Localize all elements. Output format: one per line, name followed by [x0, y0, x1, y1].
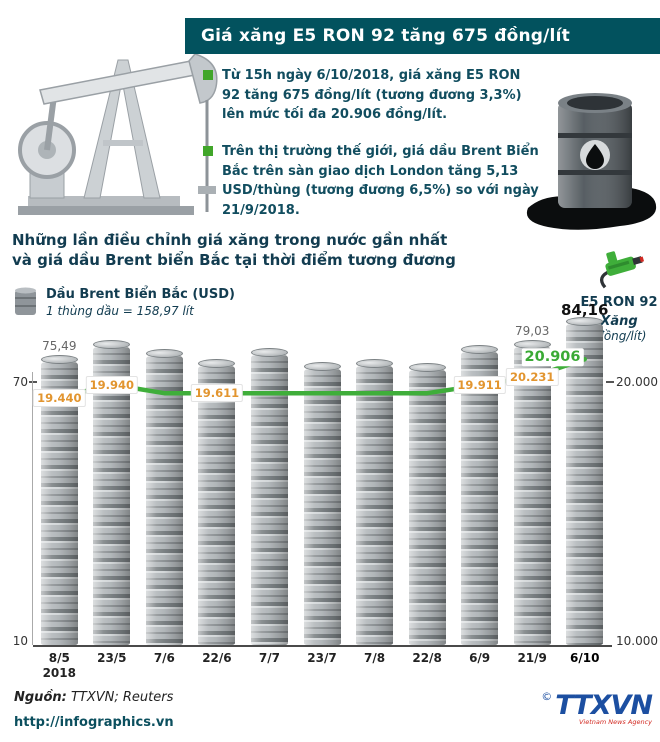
legend-petrol-label: E5 RON 92	[580, 295, 658, 310]
x-axis-label: 23/7	[307, 651, 337, 665]
brent-bar	[145, 349, 183, 645]
right-axis-tick-top: 20.000	[616, 375, 658, 389]
title-bar: Giá xăng E5 RON 92 tăng 675 đồng/lít	[185, 18, 660, 54]
y-axis-line	[32, 372, 33, 645]
right-axis-tick-bottom: 10.000	[616, 634, 658, 648]
x-axis-label: 6/10	[570, 651, 600, 665]
plot-area: 75,49 8/5 2018 23/5 7/6 22/6 7/7 23/7 7/8 22/8 6/9…	[33, 300, 611, 680]
page-title: Giá xăng E5 RON 92 tăng 675 đồng/lít	[201, 26, 570, 46]
x-axis-label: 22/6	[202, 651, 232, 665]
brent-bar	[408, 363, 446, 645]
chart-subtitle: Những lần điều chỉnh giá xăng trong nước…	[12, 230, 557, 271]
legend-oil-note: 1 thùng dầu = 158,97 lít	[46, 304, 194, 318]
bullet-square-icon	[203, 70, 213, 80]
x-axis-label: 6/9	[469, 651, 491, 665]
source-value: TTXVN; Reuters	[66, 690, 174, 705]
petrol-price-label: 20.906	[521, 348, 584, 367]
brent-bar	[93, 339, 131, 645]
bar-value-label: 75,49	[42, 339, 77, 354]
bar-value-label: 84,16	[560, 301, 609, 320]
bullet-text-1: Từ 15h ngày 6/10/2018, giá xăng E5 RON 9…	[222, 68, 522, 122]
x-axis-label: 7/7	[258, 651, 280, 665]
source-note: Nguồn: TTXVN; Reuters	[14, 690, 173, 705]
x-axis-label: 7/6	[153, 651, 175, 665]
brent-bar	[461, 344, 499, 645]
brent-bar	[40, 355, 78, 645]
oil-barrel-illustration	[526, 93, 657, 230]
legend-petrol-note1: Xăng	[600, 314, 638, 329]
copyright-symbol: ©	[541, 690, 553, 703]
bullet-item-1: Từ 15h ngày 6/10/2018, giá xăng E5 RON 9…	[203, 66, 543, 125]
x-axis-label: 8/5 2018	[42, 651, 76, 680]
logo-text: TTXVN	[555, 690, 653, 721]
right-axis-tick-mark	[606, 381, 614, 383]
website-link[interactable]: http://infographics.vn	[14, 715, 174, 730]
x-axis-label: 22/8	[412, 651, 442, 665]
petrol-price-label: 19.940	[85, 375, 139, 394]
legend-oil: Dầu Brent Biển Bắc (USD) 1 thùng dầu = 1…	[14, 287, 235, 318]
legend-oil-label: Dầu Brent Biển Bắc (USD)	[46, 287, 235, 302]
petrol-price-label: 19.911	[453, 376, 506, 395]
ttxvn-logo: © TTXVN Vietnam News Agency	[541, 690, 653, 726]
brent-bar	[513, 339, 551, 645]
left-axis-tick-top: 70	[12, 375, 28, 389]
brent-bar	[303, 361, 341, 645]
fuel-nozzle-icon	[599, 251, 645, 289]
petrol-price-label: 19.611	[190, 384, 244, 403]
bullet-text-2: Trên thị trường thế giới, giá dầu Brent …	[222, 144, 539, 218]
brent-bar	[250, 347, 288, 645]
brent-bar	[566, 317, 604, 645]
x-axis-line	[33, 645, 612, 647]
bullet-item-2: Trên thị trường thế giới, giá dầu Brent …	[203, 142, 543, 220]
x-axis-label: 23/5	[97, 651, 127, 665]
barrel-icon	[15, 287, 36, 315]
bar-value-label: 79,03	[514, 323, 550, 338]
chart-subtitle-line1: Những lần điều chỉnh giá xăng trong nước…	[12, 231, 448, 249]
left-axis-tick-bottom: 10	[12, 634, 28, 648]
pump-jack-illustration	[18, 53, 218, 215]
brent-bar	[356, 359, 394, 645]
left-axis-tick-mark	[29, 381, 37, 383]
legend-petrol-note2: (đồng/lít)	[591, 329, 647, 343]
legend-petrol: E5 RON 92 Xăng (đồng/lít)	[578, 243, 660, 343]
petrol-price-label: 20.231	[505, 367, 559, 386]
logo-subtext: Vietnam News Agency	[578, 718, 652, 726]
x-axis-label: 21/9	[517, 651, 547, 665]
bullet-square-icon	[203, 146, 213, 156]
chart-subtitle-line2: và giá dầu Brent biển Bắc tại thời điểm …	[12, 251, 456, 270]
petrol-price-label: 19.440	[33, 388, 86, 407]
x-axis-label: 7/8	[363, 651, 386, 665]
brent-bar	[198, 359, 236, 645]
source-label: Nguồn:	[14, 690, 67, 705]
